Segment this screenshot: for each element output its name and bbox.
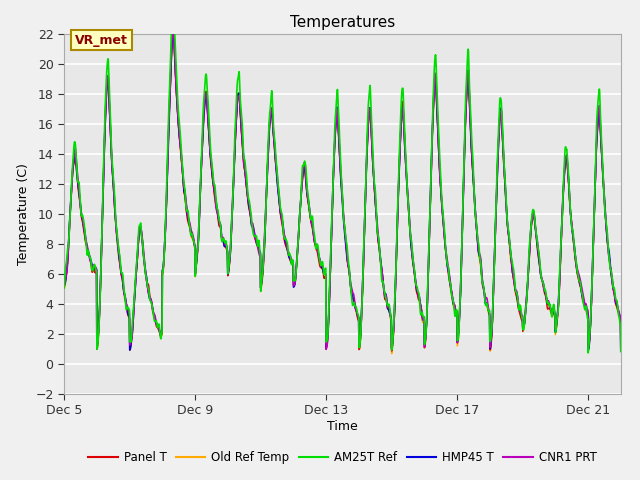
Y-axis label: Temperature (C): Temperature (C) bbox=[17, 163, 29, 264]
Title: Temperatures: Temperatures bbox=[290, 15, 395, 30]
X-axis label: Time: Time bbox=[327, 420, 358, 433]
Legend: Panel T, Old Ref Temp, AM25T Ref, HMP45 T, CNR1 PRT: Panel T, Old Ref Temp, AM25T Ref, HMP45 … bbox=[83, 446, 602, 469]
Text: VR_met: VR_met bbox=[75, 34, 128, 47]
